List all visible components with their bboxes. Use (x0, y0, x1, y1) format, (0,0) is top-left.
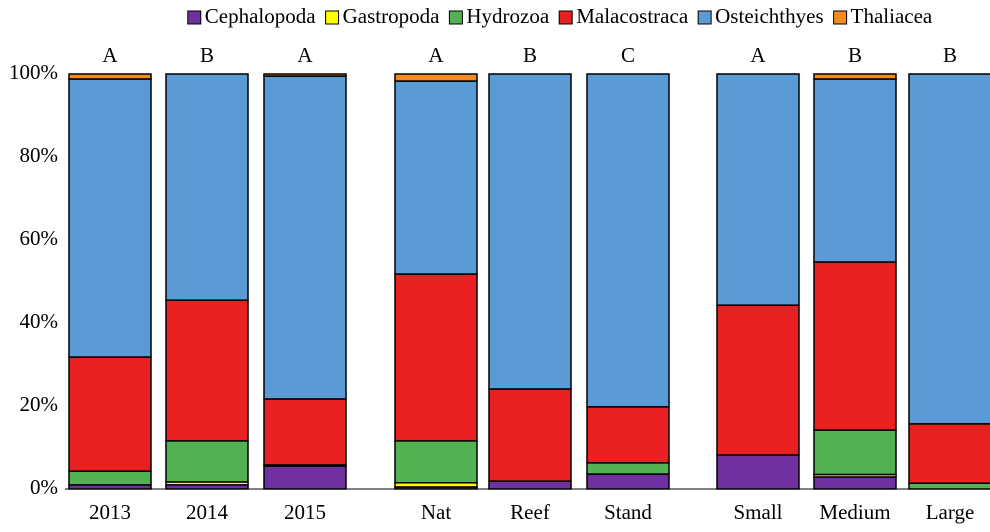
bar-segment (586, 73, 670, 408)
legend-swatch (187, 10, 202, 25)
bar-segment (908, 73, 990, 425)
x-tick-label: Nat (421, 500, 451, 524)
x-tick-label: 2013 (89, 500, 131, 524)
bar-segment (263, 398, 347, 466)
y-tick-label: 80% (20, 143, 59, 167)
bar-segment (165, 299, 249, 442)
legend-label: Hydrozoa (466, 4, 549, 28)
y-tick-label: 40% (20, 309, 59, 333)
y-tick-label: 100% (9, 60, 58, 84)
bar-segment (586, 473, 670, 490)
legend-label: Malacostraca (576, 4, 689, 28)
bar-segment (394, 80, 478, 275)
bar-segment (263, 75, 347, 400)
bar-segment (908, 423, 990, 484)
legend-label: Gastropoda (343, 4, 440, 28)
bar-segment (394, 273, 478, 442)
bar-segment (68, 78, 152, 358)
significance-letter: A (102, 43, 118, 67)
legend-label: Osteichthyes (715, 4, 823, 28)
x-tick-label: 2015 (284, 500, 326, 524)
significance-letter: B (943, 43, 957, 67)
significance-letter: A (297, 43, 313, 67)
bar-segment (586, 462, 670, 475)
x-tick-label: Large (926, 500, 975, 524)
y-tick-label: 60% (20, 226, 59, 250)
legend-swatch (833, 10, 848, 25)
significance-letter: B (523, 43, 537, 67)
legend-swatch (558, 10, 573, 25)
bar-segment (488, 73, 572, 390)
bar-segment (165, 440, 249, 483)
x-tick-label: Reef (510, 500, 550, 524)
bar-segment (813, 73, 897, 80)
bar-segment (813, 261, 897, 431)
legend-swatch (448, 10, 463, 25)
bar-segment (586, 406, 670, 464)
bar-segment (716, 73, 800, 306)
significance-letter: B (848, 43, 862, 67)
bar-segment (813, 78, 897, 263)
y-tick-label: 0% (30, 475, 58, 499)
bar-segment (68, 470, 152, 486)
bar-segment (394, 440, 478, 484)
bar-segment (488, 388, 572, 482)
significance-letter: C (621, 43, 635, 67)
legend-swatch (697, 10, 712, 25)
bar-segment (813, 429, 897, 476)
bar-segment (68, 356, 152, 472)
legend-swatch (325, 10, 340, 25)
bar-segment (813, 476, 897, 490)
bar-segment (165, 73, 249, 301)
bar-segment (263, 73, 347, 77)
significance-letter: B (200, 43, 214, 67)
legend-label: Cephalopoda (205, 4, 316, 28)
x-tick-label: Stand (604, 500, 652, 524)
bar-segment (908, 482, 990, 490)
bar-segment (716, 454, 800, 490)
x-tick-label: 2014 (186, 500, 229, 524)
bar-segment (488, 480, 572, 490)
y-tick-label: 20% (20, 392, 59, 416)
bar-segment (716, 304, 800, 456)
bar-segment (394, 73, 478, 82)
significance-letter: A (750, 43, 766, 67)
significance-letter: A (428, 43, 444, 67)
x-tick-label: Small (733, 500, 782, 524)
legend-label: Thaliacea (851, 4, 933, 28)
x-tick-label: Medium (819, 500, 890, 524)
bar-segment (68, 73, 152, 80)
bar-segment (263, 465, 347, 490)
